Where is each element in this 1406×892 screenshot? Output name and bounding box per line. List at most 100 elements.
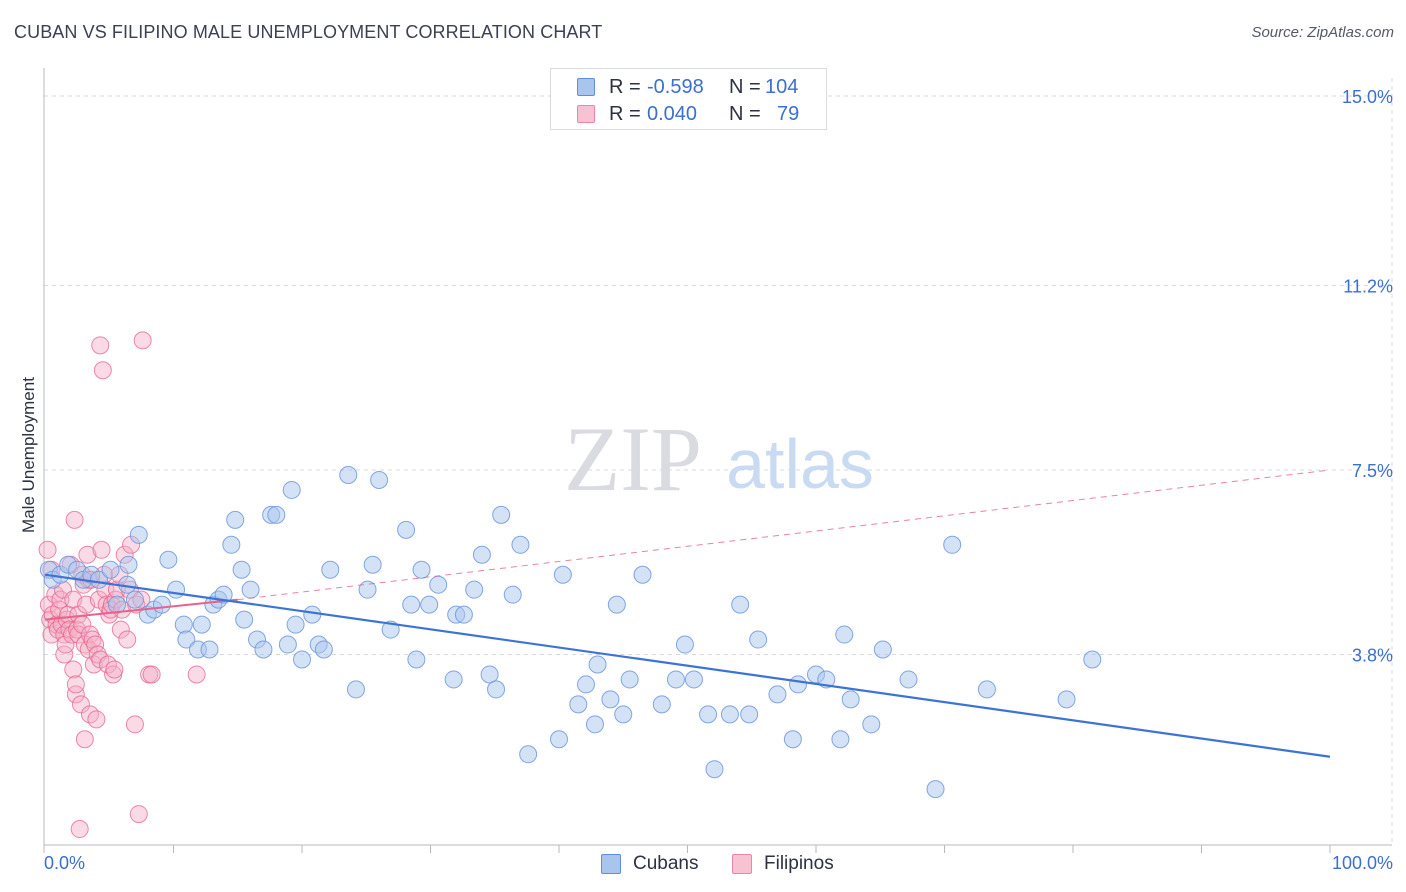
cubans-point (321, 560, 340, 579)
cubans-point (569, 695, 588, 714)
filipinos-trend-extension (237, 469, 1331, 601)
legend-n-label: N = (729, 76, 761, 98)
cubans-point (835, 625, 854, 644)
cubans-point (101, 560, 120, 579)
cubans-point (278, 635, 297, 654)
filipinos-point (66, 675, 85, 694)
grid-layer (44, 78, 1393, 845)
filipinos-point (111, 620, 130, 639)
cubans-point (200, 640, 219, 659)
cubans-point (768, 685, 787, 704)
filipinos-point (56, 635, 75, 654)
cubans-point (831, 730, 850, 749)
cubans-point (444, 670, 463, 689)
cubans-swatch (577, 78, 595, 96)
series-legend: Cubans Filipinos (0, 852, 1406, 878)
filipinos-point (118, 630, 137, 649)
cubans-point (550, 730, 568, 749)
trend-layer (44, 469, 1331, 758)
cubans-point (652, 695, 671, 714)
legend-row-cubans: R = -0.598 N = 104 (551, 74, 826, 100)
filipinos-point (64, 660, 83, 679)
cubans-point (943, 535, 962, 554)
cubans-point (314, 640, 333, 659)
source-label: Source: ZipAtlas.com (1251, 24, 1394, 41)
filipinos-point (55, 645, 74, 664)
legend-row-filipinos: R = 0.040 N = 79 (551, 101, 826, 127)
cubans-point (267, 505, 286, 524)
filipinos-point (38, 540, 57, 559)
filipinos-point (91, 336, 110, 355)
axis-layer (43, 68, 1392, 853)
legend-n-value-cubans: 104 (765, 76, 799, 98)
legend-r-label: R = (609, 76, 641, 98)
cubans-point (222, 535, 241, 554)
filipinos-point (93, 361, 112, 380)
filipinos-point (70, 820, 89, 839)
filipinos-swatch (577, 105, 595, 123)
filipinos-point (75, 730, 94, 749)
legend-r-label: R = (609, 103, 641, 125)
filipinos-point (133, 331, 152, 350)
watermark-zip: ZIP (564, 408, 702, 510)
cubans-point (899, 670, 918, 689)
cubans-point (511, 535, 530, 554)
cubans-point (977, 680, 996, 699)
cubans-point (370, 470, 389, 489)
cubans-point (576, 675, 595, 694)
cubans-point (480, 665, 499, 684)
cubans-point (705, 760, 724, 779)
x-tick-label: 0.0% (44, 853, 85, 873)
filipinos-point (125, 715, 144, 734)
cubans-point (789, 675, 808, 694)
cubans-point (873, 640, 892, 659)
cubans-point (1083, 650, 1102, 669)
filipinos-legend-swatch (732, 854, 752, 874)
cubans-point (339, 465, 358, 484)
legend-r-value-cubans: -0.598 (647, 76, 704, 98)
y-axis-label: Male Unemployment (19, 377, 38, 533)
cubans-point (192, 615, 211, 634)
cubans-point (129, 525, 148, 544)
cubans-point (286, 615, 305, 634)
filipinos-legend-label: Filipinos (764, 853, 834, 874)
cubans-trendline (44, 573, 1331, 758)
cubans-point (232, 560, 251, 579)
correlation-legend: R = -0.598 N = 104 R = 0.040 N = 79 (550, 68, 827, 130)
cubans-point (472, 545, 491, 564)
cubans-point (607, 595, 626, 614)
cubans-point (666, 670, 685, 689)
filipinos-point (39, 595, 58, 614)
cubans-point (226, 510, 245, 529)
cubans-point (783, 730, 802, 749)
cubans-point (684, 670, 703, 689)
cubans-point (620, 670, 639, 689)
cubans-point (675, 635, 694, 654)
filipinos-point (71, 695, 90, 714)
cubans-point (167, 580, 186, 599)
filipinos-point (187, 665, 206, 684)
x-tick-label: 100.0% (1332, 853, 1393, 873)
tick-label-layer: 3.8% 7.5% 11.2% 15.0% 0.0% 100.0% (44, 87, 1393, 873)
filipinos-point (142, 665, 161, 684)
cubans-point (159, 550, 178, 569)
cubans-point (588, 655, 607, 674)
cubans-point (282, 480, 301, 499)
cubans-legend-label: Cubans (633, 853, 699, 874)
cubans-point (926, 780, 945, 799)
cubans-point (235, 610, 254, 629)
y-tick-label: 11.2% (1343, 276, 1393, 296)
cubans-point (492, 505, 511, 524)
cubans-point (402, 595, 421, 614)
cubans-point (303, 605, 322, 624)
cubans-point (119, 555, 138, 574)
filipinos-point (78, 545, 97, 564)
filipinos-point (80, 625, 99, 644)
cubans-point (429, 575, 448, 594)
cubans-point (601, 690, 620, 709)
chart-title: CUBAN VS FILIPINO MALE UNEMPLOYMENT CORR… (14, 22, 603, 42)
cubans-point (731, 595, 750, 614)
cubans-point (174, 615, 193, 634)
cubans-point (454, 605, 473, 624)
